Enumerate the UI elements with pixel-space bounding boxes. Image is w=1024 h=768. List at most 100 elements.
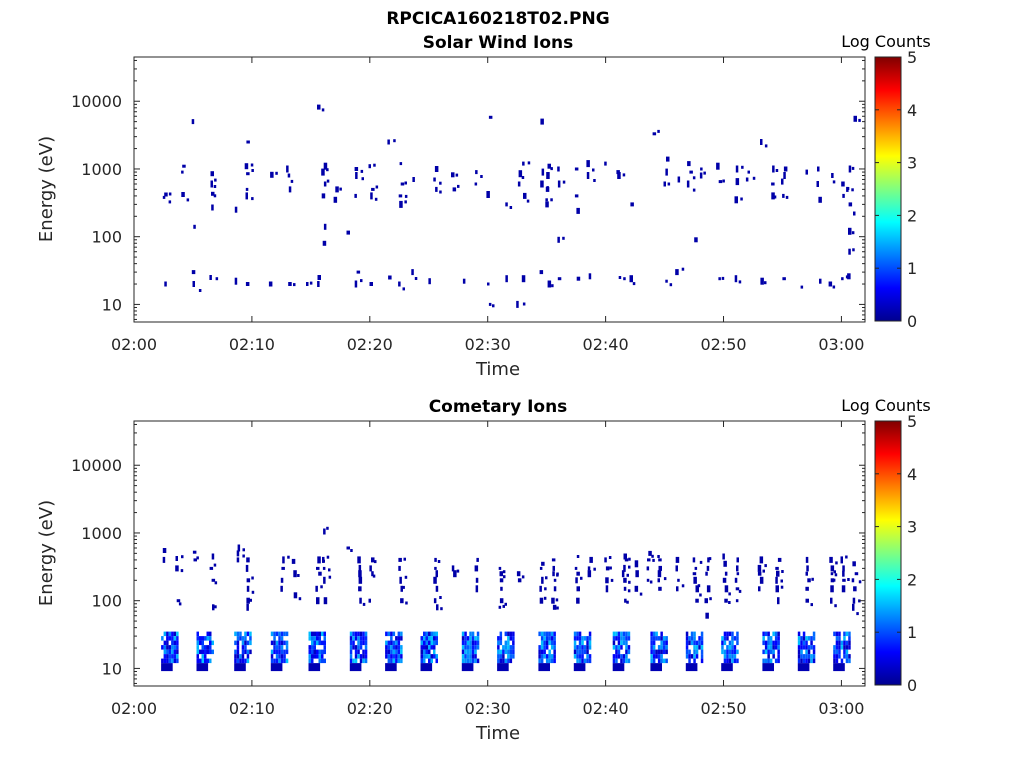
data-cell <box>721 276 725 280</box>
data-cell <box>548 654 551 659</box>
data-cell <box>453 570 457 578</box>
data-cell <box>474 640 477 646</box>
data-cell <box>785 195 789 199</box>
data-cell <box>527 161 531 165</box>
data-cell <box>358 586 362 592</box>
data-cell <box>293 283 296 287</box>
data-cell <box>731 640 734 646</box>
data-cell <box>628 580 631 584</box>
data-cell <box>192 281 195 287</box>
data-cell <box>430 640 433 646</box>
data-cell <box>767 640 770 646</box>
data-cell <box>328 568 331 572</box>
data-cell <box>476 636 480 641</box>
data-cell <box>196 663 209 672</box>
data-cell <box>617 654 621 659</box>
colorbar-tick-label: 3 <box>907 154 917 173</box>
data-cell <box>588 636 592 641</box>
data-cell <box>681 267 685 271</box>
data-cell <box>646 578 650 582</box>
data-cell <box>288 186 292 193</box>
data-cell <box>234 654 237 659</box>
data-cell <box>320 585 323 589</box>
data-cell <box>728 649 732 655</box>
data-cell <box>488 302 492 306</box>
data-cell <box>278 636 281 641</box>
data-cell <box>400 658 403 664</box>
data-cell <box>435 631 438 637</box>
data-cell <box>497 663 509 672</box>
data-cell <box>580 576 583 580</box>
data-cell <box>762 658 765 664</box>
data-cell <box>780 585 784 589</box>
data-cell <box>623 564 626 572</box>
data-cell <box>655 636 658 641</box>
data-cell <box>812 654 816 659</box>
data-cell <box>161 636 164 641</box>
data-cell <box>392 631 396 637</box>
data-cell <box>833 649 836 655</box>
data-cell <box>586 654 589 659</box>
data-cell <box>543 654 546 659</box>
data-cell <box>731 649 734 655</box>
data-cell <box>397 654 401 659</box>
data-cell <box>557 236 560 243</box>
data-cell <box>471 640 475 646</box>
data-cell <box>835 636 839 641</box>
data-cell <box>665 658 668 664</box>
data-cell <box>586 636 589 641</box>
data-cell <box>802 645 806 650</box>
data-cell <box>385 631 388 637</box>
data-cell <box>209 645 212 650</box>
data-cell <box>400 649 403 655</box>
data-cell <box>735 178 740 186</box>
data-cell <box>545 636 549 641</box>
data-cell <box>547 163 551 169</box>
data-cell <box>660 640 663 646</box>
data-cell <box>853 115 857 122</box>
data-cell <box>321 654 324 659</box>
data-cell <box>853 211 856 216</box>
data-cell <box>677 176 681 183</box>
data-cell <box>845 555 848 559</box>
data-cell <box>507 649 510 655</box>
data-cell <box>246 640 250 646</box>
data-cell <box>657 129 660 133</box>
data-cell <box>581 636 584 641</box>
data-cell <box>509 631 513 637</box>
y-tick-label: 1000 <box>81 524 122 543</box>
data-cell <box>349 631 353 637</box>
data-cell <box>283 631 286 637</box>
data-cell <box>692 557 696 563</box>
data-cell <box>660 649 663 655</box>
data-cell <box>686 180 690 188</box>
data-cell <box>488 115 493 119</box>
data-cell <box>234 277 238 285</box>
data-cell <box>583 649 587 655</box>
data-cell <box>287 555 290 559</box>
data-cell <box>620 640 623 646</box>
y-tick-label: 10000 <box>71 456 122 475</box>
data-cell <box>280 658 284 664</box>
data-cell <box>842 578 846 582</box>
data-cell <box>168 636 172 641</box>
data-cell <box>622 631 626 637</box>
data-cell <box>576 586 580 592</box>
data-cell <box>278 645 281 650</box>
data-cell <box>576 654 579 659</box>
data-cell <box>694 566 698 570</box>
data-cell <box>372 574 376 578</box>
data-cell <box>362 602 366 606</box>
data-cell <box>805 571 808 576</box>
data-cell <box>245 187 249 191</box>
data-cell <box>371 187 375 191</box>
data-cell <box>273 649 276 655</box>
data-cell <box>625 636 628 641</box>
data-cell <box>695 585 699 593</box>
data-cell <box>323 597 328 605</box>
data-cell <box>476 640 480 646</box>
data-cell <box>423 640 426 646</box>
data-cell <box>662 649 666 655</box>
data-cell <box>474 645 477 650</box>
data-cell <box>762 569 765 573</box>
